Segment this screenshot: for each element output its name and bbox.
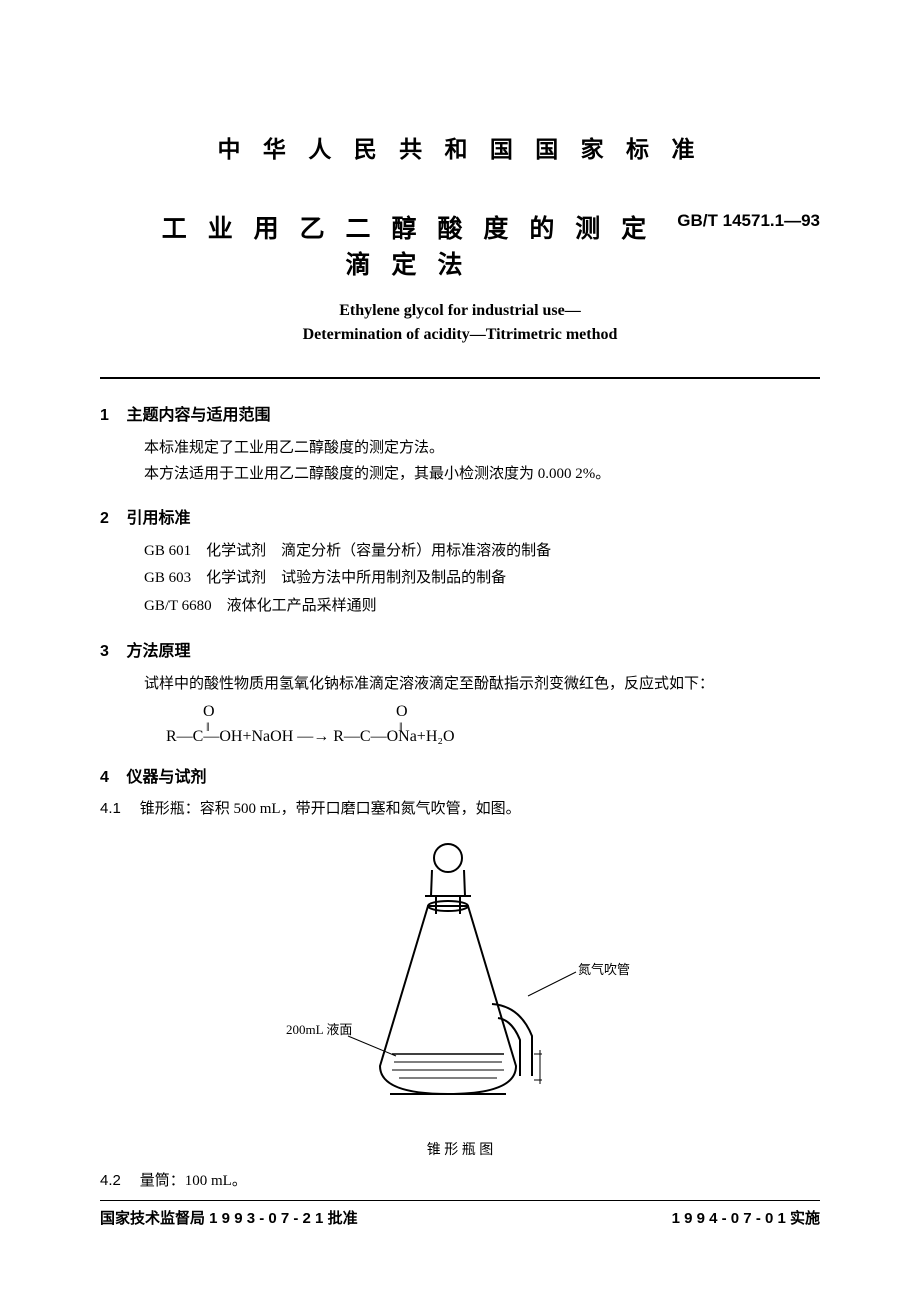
section-3-p1: 试样中的酸性物质用氢氧化钠标准滴定溶液滴定至酚酞指示剂变微红色，反应式如下： [144,671,820,697]
section-4-heading: 4 仪器与试剂 [100,763,820,787]
section-1-heading: 1 主题内容与适用范围 [100,401,820,425]
tube-label: 氮气吹管 [578,962,630,977]
footer-row: 国家技术监督局 1 9 9 3 - 0 7 - 2 1 批准 1 9 9 4 -… [100,1207,820,1228]
section-4-2-num: 4.2 [100,1172,136,1189]
section-4-num: 4 [100,769,122,787]
section-4-1-num: 4.1 [100,800,136,817]
section-1-p2: 本方法适用于工业用乙二醇酸度的测定，其最小检测浓度为 0.000 2%。 [144,461,820,487]
title-cn: 工 业 用 乙 二 醇 酸 度 的 测 定 滴 定 法 [100,209,665,281]
flask-figure: 氮气吹管 200mL 液面 锥 形 瓶 图 [100,836,820,1159]
standard-code: GB/T 14571.1—93 [665,209,820,231]
section-1-num: 1 [100,407,122,425]
national-standard-header: 中 华 人 民 共 和 国 国 家 标 准 [100,130,820,164]
section-4-title: 仪器与试剂 [126,769,206,786]
section-4-1: 4.1 锥形瓶：容积 500 mL，带开口磨口塞和氮气吹管，如图。 [100,797,820,818]
flask-svg-icon: 氮气吹管 200mL 液面 [280,836,640,1126]
ref-1: GB 601 化学试剂 滴定分析（容量分析）用标准溶液的制备 [144,538,820,566]
section-1-p1: 本标准规定了工业用乙二醇酸度的测定方法。 [144,435,820,461]
title-en-line2: Determination of acidity—Titrimetric met… [303,326,618,343]
section-2-num: 2 [100,510,122,528]
section-2-title: 引用标准 [126,510,190,527]
divider-bottom [100,1200,820,1201]
ref-2: GB 603 化学试剂 试验方法中所用制剂及制品的制备 [144,565,820,593]
section-2-heading: 2 引用标准 [100,504,820,528]
section-3-title: 方法原理 [126,643,190,660]
section-3-heading: 3 方法原理 [100,637,820,661]
implement-text: 1 9 9 4 - 0 7 - 0 1 实施 [672,1207,820,1228]
section-1-title: 主题内容与适用范围 [126,407,270,424]
eq-main-line: R—C—OH+NaOH —→ R—C—ONa+H₂O [166,728,455,746]
section-4-1-text: 锥形瓶：容积 500 mL，带开口磨口塞和氮气吹管，如图。 [140,801,521,817]
ref-3: GB/T 6680 液体化工产品采样通则 [144,593,820,621]
liquid-label: 200mL 液面 [286,1022,352,1037]
section-4-2-text: 量筒：100 mL。 [140,1173,247,1189]
section-3-num: 3 [100,643,122,661]
divider-top [100,377,820,379]
section-4-2: 4.2 量筒：100 mL。 [100,1169,820,1190]
approval-text: 国家技术监督局 1 9 9 3 - 0 7 - 2 1 批准 [100,1207,358,1228]
title-en: Ethylene glycol for industrial use— Dete… [100,299,820,347]
reaction-equation: O ‖ O ‖ R—C—OH+NaOH —→ R—C—ONa+H₂O [166,703,820,747]
title-row: 工 业 用 乙 二 醇 酸 度 的 测 定 滴 定 法 GB/T 14571.1… [100,209,820,281]
title-en-line1: Ethylene glycol for industrial use— [339,302,581,319]
figure-caption: 锥 形 瓶 图 [100,1139,820,1159]
